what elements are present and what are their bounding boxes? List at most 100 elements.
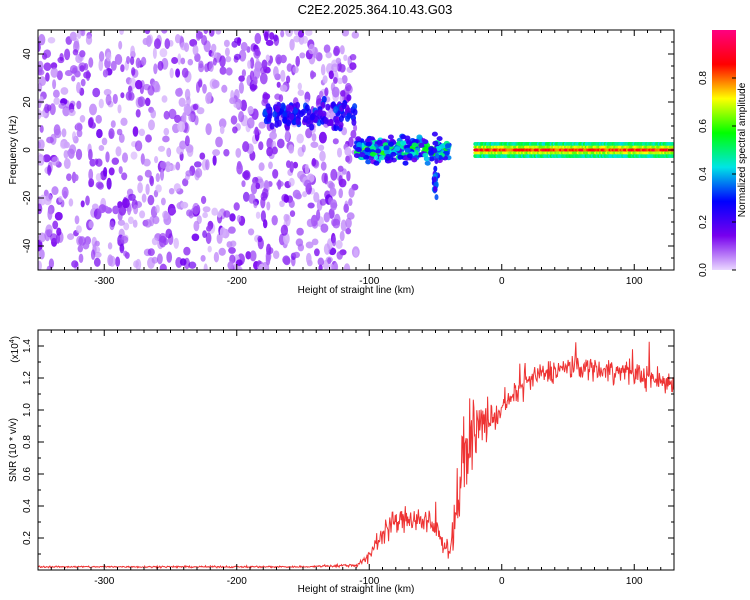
spectrogram-cell: [411, 157, 418, 163]
spectrogram-cell: [177, 121, 186, 133]
spectrogram-cell: [301, 35, 308, 44]
spectrogram-cell: [310, 70, 315, 80]
spectrogram-cell: [192, 44, 199, 56]
spectrogram-cell: [324, 87, 329, 97]
spectrogram-cell: [328, 208, 335, 219]
spectrogram-cell: [353, 249, 359, 257]
spectrogram-cell: [317, 257, 325, 266]
spectrogram-cell: [121, 198, 130, 209]
spectrogram-cell: [204, 63, 210, 73]
spectrogram-cell: [345, 217, 352, 229]
spectrogram-cell: [195, 167, 203, 178]
spectrogram-cell: [211, 207, 219, 216]
colorbar: 0.0 0.2 0.4 0.6 0.8 Normalized spectral ampl…: [698, 30, 748, 277]
spectrogram-cell: [279, 84, 288, 92]
spectrogram-cell: [180, 57, 186, 65]
spectrogram-cell: [320, 63, 326, 76]
spectrogram-cell: [110, 120, 116, 128]
spectrogram-cell: [353, 153, 360, 159]
spectrogram-cell: [338, 178, 347, 188]
spectrogram-cell: [198, 63, 205, 73]
spectrogram-cell: [338, 121, 344, 129]
colorbar-bar: [712, 30, 736, 270]
spectrogram-cell: [258, 121, 266, 129]
spectrogram-cell: [261, 98, 268, 107]
spectrogram-cell: [346, 170, 351, 182]
spectrogram-cell: [149, 216, 155, 227]
spectrogram-cell: [304, 179, 312, 188]
spectrogram-cell: [340, 90, 346, 97]
spectrogram-cell: [51, 186, 59, 196]
spectrogram-cell: [289, 113, 295, 121]
spectrogram-cell: [202, 212, 208, 219]
spectrogram-cell: [313, 192, 320, 203]
spectrogram-cell: [428, 156, 435, 162]
spectrogram-cell: [255, 211, 261, 219]
spectrogram-cell: [117, 104, 122, 114]
x-tick-label: -300: [94, 276, 114, 287]
spectrogram-cell: [376, 139, 383, 145]
spectrogram-cell: [57, 56, 65, 64]
spectrogram-cell: [151, 237, 158, 246]
spectrogram-cell: [64, 48, 71, 61]
spectrogram-cell: [72, 49, 79, 56]
spectrogram-cell: [228, 246, 236, 254]
x-tick-label: 0: [499, 576, 505, 587]
spectrogram-cell: [162, 210, 169, 220]
spectrogram-cell: [54, 211, 63, 221]
spectrogram-cell: [247, 228, 255, 236]
spectrogram-cell: [309, 123, 315, 131]
spectrogram-cell: [436, 136, 443, 142]
spectrogram-cell: [350, 129, 357, 139]
spectrogram-cell: [332, 218, 341, 229]
spectrogram-cell: [272, 110, 278, 118]
spectrogram-cell: [434, 158, 439, 165]
spectrogram-cell: [365, 141, 372, 147]
spectrogram-cell: [160, 197, 166, 206]
spectrogram-cell: [168, 207, 177, 215]
spectrogram-cell: [165, 228, 173, 239]
spectrogram-cell: [78, 236, 86, 246]
spectrogram-cell: [56, 70, 63, 81]
spectrogram-cell: [348, 187, 355, 198]
snr-background: [38, 330, 674, 570]
spectrogram-cell: [323, 243, 331, 255]
spectrogram-cell: [185, 170, 193, 177]
spectrogram-cell: [344, 82, 352, 92]
spectrogram-cell: [93, 257, 101, 267]
spectrogram-cell: [317, 144, 325, 151]
spectrogram-cell: [311, 158, 317, 167]
spectrogram-cell: [236, 37, 242, 47]
spectrogram-cell: [53, 97, 61, 105]
spectrogram-cell: [50, 62, 58, 70]
spectrogram-cell: [289, 38, 295, 51]
spectrogram-cell: [132, 126, 139, 137]
spectrogram-cell: [355, 147, 362, 152]
spectrogram-cell: [432, 185, 437, 192]
spectrogram-cell: [76, 81, 81, 94]
colorbar-tick-label: 0.4: [698, 167, 709, 181]
spectrogram-cell: [319, 198, 327, 206]
spectrogram-cell: [137, 96, 146, 108]
snr-x-axis: -300 -200 -100 0 100: [37, 330, 675, 587]
spectrogram-cell: [356, 142, 363, 148]
spectrogram-cell: [433, 165, 438, 172]
spectrogram-cell: [276, 81, 281, 88]
spectrogram-cell: [210, 43, 217, 53]
spectrogram-cell: [242, 141, 250, 153]
spectrogram-cell: [205, 123, 212, 136]
spectrogram-cell: [111, 157, 120, 165]
spectrogram-cell: [79, 50, 86, 58]
spectrogram-cell: [282, 111, 288, 119]
spectrogram-cell: [280, 69, 286, 82]
spectrogram-cell: [274, 93, 281, 100]
spectrogram-cell: [327, 180, 334, 189]
spectrogram-cell: [153, 38, 162, 50]
x-tick-label: -100: [359, 576, 379, 587]
spectrogram-cell: [330, 168, 338, 181]
spectrogram-cell: [130, 151, 138, 160]
spectrogram-cell: [365, 159, 372, 165]
spectrogram-cell: [423, 156, 430, 162]
spectrogram-cell: [227, 261, 234, 270]
y-tick-label: 0.4: [22, 499, 33, 513]
